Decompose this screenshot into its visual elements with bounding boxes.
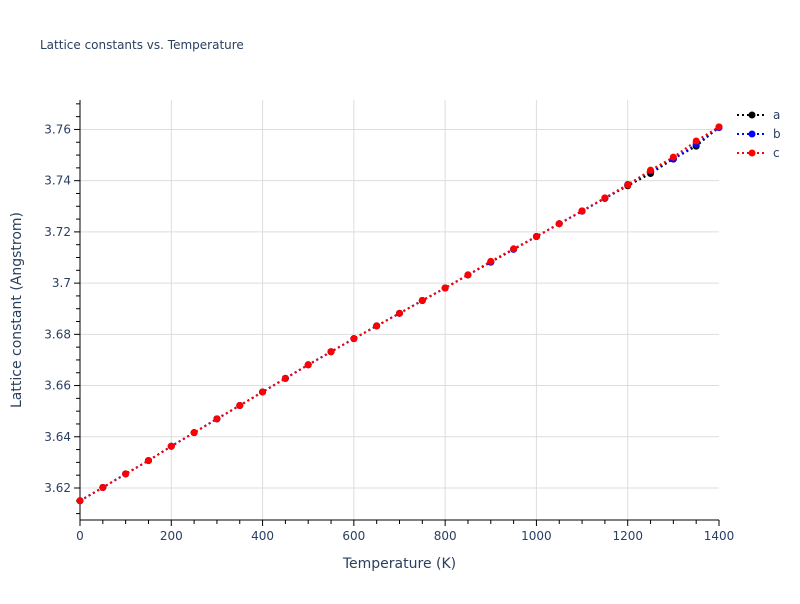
- data-point-c[interactable]: [350, 335, 358, 343]
- data-point-c[interactable]: [99, 483, 107, 491]
- y-axis-title: Lattice constant (Angstrom): [9, 212, 25, 408]
- data-point-c[interactable]: [76, 497, 84, 505]
- data-point-c[interactable]: [464, 271, 472, 279]
- legend-label-c[interactable]: c: [773, 146, 780, 160]
- data-point-c[interactable]: [692, 137, 700, 145]
- data-point-c[interactable]: [213, 415, 221, 423]
- x-tick-label: 600: [342, 529, 365, 543]
- data-point-c[interactable]: [715, 123, 723, 131]
- data-point-c[interactable]: [281, 374, 289, 382]
- y-tick-label: 3.66: [44, 379, 71, 393]
- data-point-c[interactable]: [578, 207, 586, 215]
- y-tick-label: 3.76: [44, 122, 71, 136]
- x-tick-label: 800: [434, 529, 457, 543]
- x-tick-label: 400: [251, 529, 274, 543]
- data-point-c[interactable]: [373, 322, 381, 330]
- data-point-c[interactable]: [144, 457, 152, 465]
- y-tick-label: 3.62: [44, 481, 71, 495]
- data-point-c[interactable]: [190, 429, 198, 437]
- x-tick-label: 1000: [521, 529, 552, 543]
- data-point-c[interactable]: [441, 284, 449, 292]
- data-point-c[interactable]: [122, 470, 130, 478]
- data-point-c[interactable]: [396, 309, 403, 317]
- y-tick-label: 3.68: [44, 327, 71, 341]
- data-point-c[interactable]: [601, 194, 609, 202]
- data-point-c[interactable]: [167, 442, 175, 450]
- x-tick-label: 1200: [612, 529, 643, 543]
- y-tick-label: 3.7: [52, 276, 71, 290]
- data-point-c[interactable]: [327, 348, 335, 356]
- data-point-c[interactable]: [532, 233, 540, 240]
- legend-label-a[interactable]: a: [773, 108, 780, 122]
- x-tick-label: 0: [76, 529, 84, 543]
- x-tick-label: 200: [160, 529, 183, 543]
- x-axis-title: Temperature (K): [342, 556, 456, 572]
- legend-marker-c[interactable]: [748, 149, 756, 157]
- y-tick-label: 3.72: [44, 225, 71, 239]
- legend-label-b[interactable]: b: [773, 127, 781, 141]
- x-tick-label: 1400: [704, 529, 735, 543]
- data-point-c[interactable]: [236, 402, 244, 410]
- data-point-c[interactable]: [555, 220, 563, 228]
- data-point-c[interactable]: [304, 361, 312, 369]
- data-point-c[interactable]: [669, 153, 677, 161]
- data-point-c[interactable]: [487, 257, 495, 265]
- data-point-c[interactable]: [624, 181, 632, 189]
- y-tick-label: 3.64: [44, 430, 71, 444]
- data-point-c[interactable]: [510, 245, 518, 253]
- y-tick-label: 3.74: [44, 174, 71, 188]
- data-point-c[interactable]: [647, 166, 655, 174]
- data-point-c[interactable]: [418, 297, 426, 305]
- legend-marker-b[interactable]: [748, 130, 756, 138]
- chart-title: Lattice constants vs. Temperature: [40, 38, 244, 52]
- data-point-c[interactable]: [259, 388, 267, 396]
- legend-marker-a[interactable]: [748, 111, 756, 119]
